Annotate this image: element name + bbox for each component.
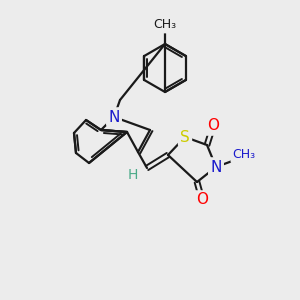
Text: O: O [207, 118, 219, 134]
Text: S: S [180, 130, 190, 145]
Text: O: O [196, 193, 208, 208]
Text: H: H [128, 168, 138, 182]
Text: N: N [108, 110, 120, 124]
Text: N: N [210, 160, 222, 175]
Text: CH₃: CH₃ [232, 148, 256, 161]
Text: CH₃: CH₃ [153, 19, 177, 32]
